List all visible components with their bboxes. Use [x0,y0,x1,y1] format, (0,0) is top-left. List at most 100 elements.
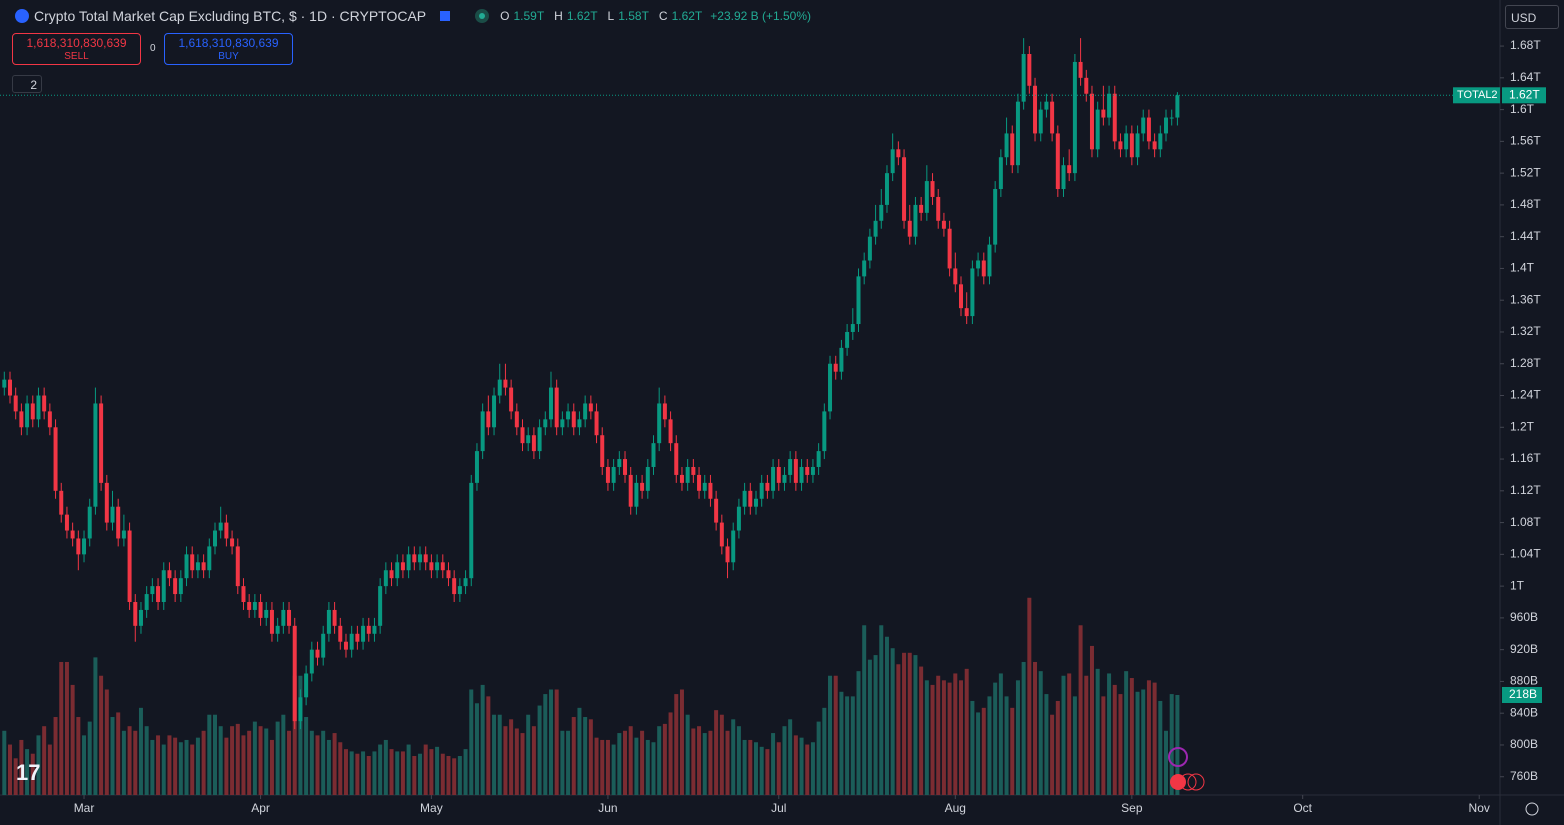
candle-body [736,506,741,531]
volume-bar [418,753,423,795]
volume-bar [577,707,582,795]
candle-body [440,562,445,571]
volume-bar [828,675,833,795]
candle-body [1089,93,1094,150]
y-tick-label: 1T [1510,578,1525,592]
candle-body [150,586,155,595]
currency: USD [1511,11,1537,25]
volume-bar [395,751,400,795]
volume-bar [218,726,223,795]
volume-bar [543,694,548,795]
volume-bar [748,739,753,795]
volume-bar [970,700,975,795]
volume-bar [247,730,252,795]
volume-bar [708,730,713,795]
candle-body [13,395,18,412]
flag-icon[interactable] [1187,773,1205,791]
volume-bar [389,749,394,795]
volume-bar [548,689,553,795]
candle-body [19,411,24,428]
volume-bar [207,714,212,795]
candle-body [1124,133,1129,150]
candle-body [884,173,889,205]
volume-bar [269,739,274,795]
spread: 0 [150,43,156,54]
candle-body [173,578,178,595]
candle-body [839,347,844,372]
volume-bar [1095,668,1100,795]
volume-bar [560,730,565,795]
candle-body [121,530,126,539]
volume-bar [993,682,998,795]
candle-body [59,490,64,515]
volume-bar [919,666,924,795]
y-tick-label: 1.64T [1510,70,1541,84]
volume-bar [1112,684,1117,795]
candle-body [480,411,485,452]
axes-layer: 1.68T 1.64T 1.6T 1.56T 1.52T 1.48T 1.44T 1.4T 1.… [0,38,1546,815]
volume-bar [571,717,576,795]
candle-body [970,268,975,317]
change-value: +23.92 B (+1.50%) [710,9,811,23]
y-tick-label: 840B [1510,705,1538,719]
candle-body [662,403,667,420]
volume-bar [59,661,64,795]
candle-body [201,562,206,571]
volume-bar [138,707,143,795]
volume-bar [799,737,804,795]
volume-bar [782,726,787,795]
indicators-toggle[interactable]: 2 [12,75,42,93]
flag-icon[interactable] [1170,774,1186,790]
volume-bar [452,758,457,795]
volume-bar [810,742,815,795]
candle-body [554,387,559,428]
volume-bar [366,756,371,795]
volume-bar [184,739,189,795]
candle-body [400,562,405,571]
candle-body [224,522,229,539]
volume-bar [230,726,235,795]
volume-bar [1152,682,1157,795]
volume-bar [702,733,707,795]
y-tick-label: 1.08T [1510,515,1541,529]
candle-body [1004,133,1009,158]
tv-logo: 17 [16,760,40,785]
candle-body [1084,77,1089,94]
legend: Crypto Total Market Cap Excluding BTC, $… [14,8,811,24]
volume-bar [1015,680,1020,795]
candle-body [1152,141,1157,150]
volume-bar [691,728,696,795]
volume-bar [47,744,52,795]
candle-body [833,363,838,372]
volume-bar [224,737,229,795]
candle-body [993,189,998,245]
currency-select[interactable]: USD [1505,5,1559,29]
volume-bar [349,751,354,795]
volume-bar [879,625,884,795]
volume-bar [469,689,474,795]
flag-icon[interactable] [1179,773,1197,791]
buy-button[interactable]: 1,618,310,830,639 BUY [164,33,293,65]
candle-body [1158,133,1163,150]
volume-bar [104,689,109,795]
candle-body [406,554,411,571]
volume-bar [173,737,178,795]
volume-bar [566,730,571,795]
candle-body [435,562,440,571]
volume-bar [514,728,519,795]
flag-icon[interactable] [438,9,452,23]
volume-bar [753,742,758,795]
settings-icon[interactable] [1525,802,1539,816]
sell-button[interactable]: 1,618,310,830,639 SELL [12,33,141,65]
event-icon[interactable] [1168,747,1188,767]
candle-body [1107,93,1112,118]
candle-body [537,427,542,452]
volume-bar [440,753,445,795]
candle-body [1038,109,1043,134]
volume-bar [70,684,75,795]
volume-bar [213,714,218,795]
volume-bar [617,733,622,795]
volume-bar [287,730,292,795]
candle-body [748,490,753,507]
volume-bar [788,719,793,795]
